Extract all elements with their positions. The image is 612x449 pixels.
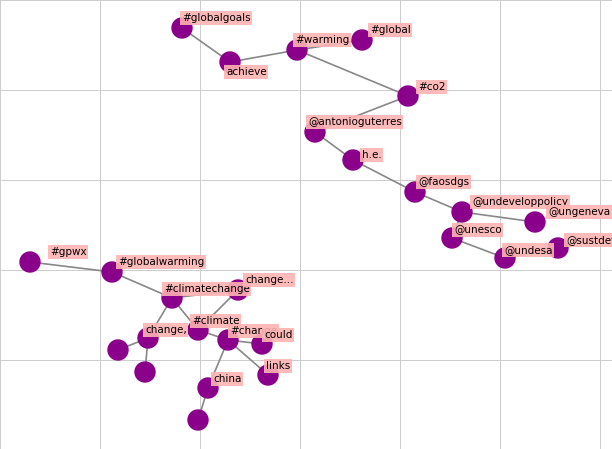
Text: #change: #change	[230, 326, 277, 336]
Text: china: china	[213, 374, 241, 384]
Circle shape	[102, 262, 122, 282]
Text: change,: change,	[145, 325, 187, 335]
Circle shape	[343, 150, 363, 170]
Circle shape	[352, 30, 372, 50]
Circle shape	[258, 365, 278, 385]
Circle shape	[135, 362, 155, 382]
Text: #global: #global	[370, 25, 411, 35]
Circle shape	[525, 212, 545, 232]
Circle shape	[172, 18, 192, 38]
Circle shape	[305, 122, 325, 142]
Text: #globalgoals: #globalgoals	[182, 13, 251, 23]
Text: @undeveloppolicy: @undeveloppolicy	[472, 197, 568, 207]
Text: h.e.: h.e.	[362, 150, 382, 160]
Text: #co2: #co2	[418, 82, 446, 92]
Circle shape	[108, 340, 128, 360]
Text: @sustdev: @sustdev	[566, 235, 612, 245]
Circle shape	[162, 288, 182, 308]
Circle shape	[252, 334, 272, 354]
Circle shape	[220, 52, 240, 72]
Circle shape	[188, 410, 208, 430]
Circle shape	[20, 252, 40, 272]
Text: #warming: #warming	[295, 35, 349, 45]
Text: #gpwx: #gpwx	[50, 247, 87, 257]
Text: #climate: #climate	[192, 316, 239, 326]
Text: @unesco: @unesco	[454, 225, 502, 235]
Circle shape	[398, 86, 418, 106]
Text: #globalwarming: #globalwarming	[118, 257, 204, 267]
Text: change...: change...	[245, 275, 294, 285]
Circle shape	[405, 182, 425, 202]
Circle shape	[218, 330, 238, 350]
Text: @undesa: @undesa	[504, 245, 553, 255]
Circle shape	[188, 320, 208, 340]
Text: @faosdgs: @faosdgs	[418, 177, 469, 187]
Circle shape	[198, 378, 218, 398]
Circle shape	[287, 40, 307, 60]
Circle shape	[138, 328, 158, 348]
Text: links: links	[266, 361, 290, 371]
Circle shape	[495, 248, 515, 268]
Text: achieve: achieve	[226, 67, 267, 77]
Text: #climatechange: #climatechange	[164, 284, 250, 294]
Text: @ungeneva: @ungeneva	[548, 207, 610, 217]
Circle shape	[548, 238, 568, 258]
Circle shape	[442, 228, 462, 248]
Circle shape	[228, 280, 248, 300]
Text: @antonioguterres: @antonioguterres	[308, 117, 402, 127]
Text: could: could	[264, 330, 293, 340]
Circle shape	[452, 202, 472, 222]
